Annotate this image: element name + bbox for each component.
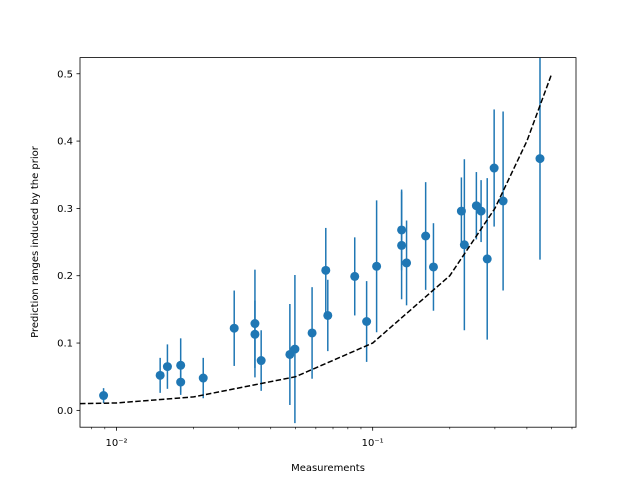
data-point [250,329,260,339]
data-point [362,317,372,327]
data-point [321,265,331,275]
data-point [498,196,508,206]
data-point [402,258,412,268]
y-tick-label: 0.1 [57,339,73,350]
data-point [229,323,239,333]
data-point [198,373,208,383]
y-tick-label: 0.0 [57,406,73,417]
data-point [290,344,300,354]
y-tick-label: 0.5 [57,69,73,80]
data-point [397,225,407,235]
data-point [99,391,109,401]
data-point [421,231,431,241]
data-point [397,240,407,250]
data-point [428,262,438,272]
axes-frame [79,57,577,428]
y-tick-label: 0.2 [57,271,73,282]
data-point [162,362,172,372]
x-axis-label: Measurements [291,463,365,474]
x-tick-label: 10⁻² [106,438,128,449]
data-point [476,206,486,216]
y-axis-label: Prediction ranges induced by the prior [30,145,41,338]
data-point [350,271,360,281]
data-point [307,328,317,338]
data-point [250,319,260,329]
data-point [372,261,382,271]
data-point [256,356,266,366]
fit-line [79,73,553,405]
data-point [176,377,186,387]
y-tick-label: 0.4 [57,137,73,148]
data-point [456,206,466,216]
data-point [482,254,492,264]
data-point [155,370,165,380]
data-point [323,310,333,320]
data-point [535,154,545,164]
data-point [176,360,186,370]
y-tick-label: 0.3 [57,204,73,215]
x-tick-label: 10⁻¹ [362,438,384,449]
data-point [489,163,499,173]
data-point [459,240,469,250]
